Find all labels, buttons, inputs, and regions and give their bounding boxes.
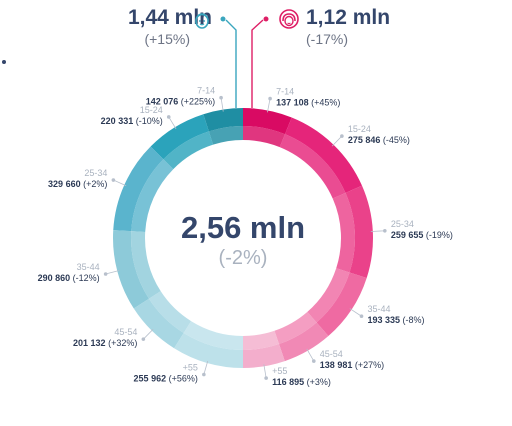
male-age-label-45-54: 45-54: [114, 327, 137, 337]
female-slice-inner-35-44: [307, 268, 350, 323]
female-slice-inner-45-54: [274, 311, 317, 345]
female-slice-inner-7-14: [243, 126, 285, 148]
male-leader-7-14: [220, 97, 224, 112]
male-age-label-25-34: 25-34: [84, 168, 107, 178]
male-connector-line: [225, 19, 237, 108]
female-total-change: (-17%): [306, 31, 349, 47]
female-slice-15-24: [284, 117, 362, 193]
female-face-icon: [279, 9, 299, 29]
male-leader-dot-7-14: [219, 95, 223, 100]
female-leader-dot-15-24: [340, 134, 344, 138]
male-age-label-35-44: 35-44: [77, 262, 100, 272]
female-slice-45-54: [279, 322, 329, 362]
male-slice-25-34: [113, 146, 164, 232]
male-total-value: 1,44 mln: [127, 6, 212, 29]
female-slice-7-14: [243, 108, 292, 135]
male-leader-+55: [203, 360, 209, 375]
female-leader-dot-+55: [264, 376, 268, 380]
female-leader-dot-25-34: [383, 228, 387, 233]
female-leader-15-24: [331, 135, 343, 147]
female-connector-dot: [263, 16, 269, 22]
male-slice-35-44: [113, 230, 149, 309]
male-age-label-7-14: 7-14: [197, 86, 215, 96]
female-leader-35-44: [349, 308, 362, 317]
female-value-label-+55: 116 895 (+3%): [272, 377, 331, 387]
male-connector-dot: [220, 16, 226, 22]
female-age-label-15-24: 15-24: [348, 124, 371, 134]
female-total-header: 1,12 mln (-17%): [270, 6, 410, 48]
male-age-label-+55: +55: [183, 363, 198, 373]
male-leader-dot-15-24: [166, 115, 171, 119]
female-leader-25-34: [370, 230, 385, 232]
female-value-label-25-34: 259 655 (-19%): [391, 230, 453, 240]
male-age-label-15-24: 15-24: [140, 105, 163, 115]
male-slice-inner-35-44: [131, 231, 161, 299]
female-slice-inner-25-34: [332, 192, 355, 273]
center-total-change: (-2%): [218, 247, 268, 269]
female-slice-+55: [243, 344, 285, 368]
male-leader-dot-45-54: [141, 337, 146, 341]
center-total-value: 2,56 mln: [180, 210, 306, 245]
female-value-label-35-44: 193 335 (-8%): [368, 315, 425, 325]
female-leader-dot-7-14: [268, 96, 272, 101]
male-value-label-15-24: 220 331 (-10%): [101, 116, 163, 126]
female-slice-35-44: [316, 272, 367, 337]
female-age-label-45-54: 45-54: [320, 349, 343, 359]
female-age-label-35-44: 35-44: [368, 304, 391, 314]
female-leader-dot-35-44: [359, 314, 364, 319]
female-connector-line: [251, 19, 264, 108]
female-value-label-7-14: 137 108 (+45%): [276, 98, 340, 108]
male-leader-45-54: [143, 328, 154, 340]
male-value-label-+55: 255 962 (+56%): [134, 374, 198, 384]
female-age-label-25-34: 25-34: [391, 219, 414, 229]
female-total-value: 1,12 mln: [306, 6, 391, 29]
male-slice-inner-25-34: [131, 159, 174, 233]
female-value-label-15-24: 275 846 (-45%): [348, 135, 410, 145]
male-slice-15-24: [150, 114, 209, 160]
male-slice-inner-45-54: [148, 291, 192, 333]
male-slice-inner-+55: [183, 321, 243, 350]
edge-dot-marker: [2, 60, 6, 64]
female-slice-inner-+55: [243, 330, 280, 350]
male-leader-25-34: [113, 179, 127, 187]
male-leader-35-44: [105, 270, 120, 275]
male-total-change: (+15%): [144, 31, 190, 47]
male-leader-15-24: [168, 116, 177, 130]
male-slice-inner-15-24: [163, 131, 214, 170]
female-age-label-7-14: 7-14: [276, 87, 294, 97]
male-slice-7-14: [203, 108, 243, 132]
male-slice-45-54: [133, 298, 184, 349]
male-slice-+55: [174, 332, 243, 368]
male-slice-inner-7-14: [208, 126, 243, 145]
female-slice-inner-15-24: [279, 134, 346, 199]
male-leader-dot-25-34: [111, 178, 116, 182]
male-value-label-35-44: 290 860 (-12%): [38, 273, 100, 283]
male-value-label-25-34: 329 660 (+2%): [48, 179, 107, 189]
male-face-icon: [195, 13, 209, 29]
female-leader-45-54: [306, 348, 315, 362]
female-leader-dot-45-54: [311, 359, 316, 363]
male-leader-dot-35-44: [103, 272, 108, 276]
female-leader-+55: [263, 364, 267, 379]
male-value-label-45-54: 201 132 (+32%): [73, 338, 137, 348]
female-age-label-+55: +55: [272, 366, 287, 376]
male-value-label-7-14: 142 076 (+225%): [146, 97, 215, 107]
male-total-header: 1,44 mln (+15%): [86, 6, 212, 48]
male-leader-dot-+55: [202, 372, 206, 377]
female-leader-7-14: [267, 98, 271, 113]
female-slice-25-34: [345, 185, 373, 279]
female-value-label-45-54: 138 981 (+27%): [320, 360, 384, 370]
